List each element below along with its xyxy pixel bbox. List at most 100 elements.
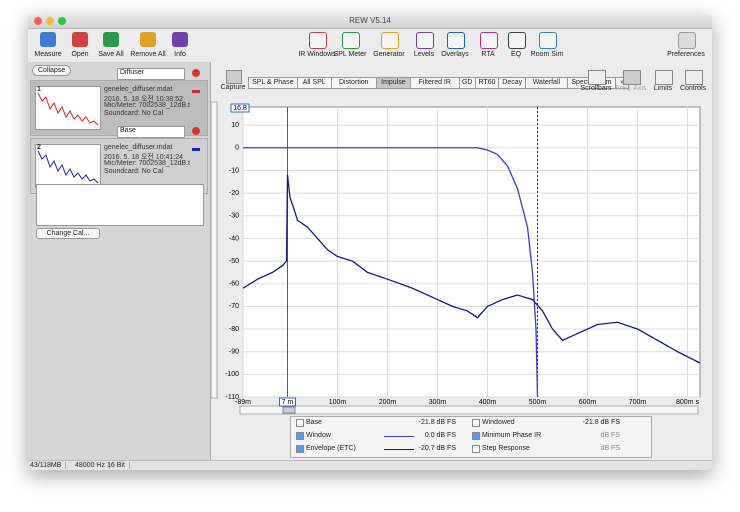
measurement-color: [192, 148, 200, 151]
top-readout: 16.8: [233, 105, 247, 112]
status-item: 16 Bit: [107, 462, 130, 469]
measurement-thumbnail: [35, 144, 101, 188]
x-tick-label: 200m: [379, 399, 397, 406]
measurement-info: Mic/Meter: 7002538_12dB.t: [104, 102, 190, 109]
capture-icon[interactable]: [226, 70, 242, 84]
change-cal-button[interactable]: Change Cal...: [36, 228, 100, 239]
toolbar-button[interactable]: Overlays: [441, 51, 469, 58]
measurement-index: 1: [37, 86, 41, 93]
toolbar-button[interactable]: Room Sim: [530, 51, 564, 58]
h-scrollbar: [239, 405, 699, 415]
legend-checkbox[interactable]: [296, 419, 304, 427]
control-button[interactable]: Freq. Axis: [615, 85, 647, 92]
toolbar-icon[interactable]: [381, 32, 399, 49]
toolbar-icon[interactable]: [172, 32, 188, 47]
legend-label[interactable]: Envelope (ETC): [306, 445, 356, 452]
legend-label[interactable]: Window: [306, 432, 331, 439]
legend-value: -21.8 dB FS: [582, 419, 620, 426]
minimize-button[interactable]: [46, 17, 54, 25]
toolbar-button[interactable]: Generator: [373, 51, 405, 58]
legend-checkbox[interactable]: [296, 445, 304, 453]
status-bar: [28, 460, 712, 470]
legend-label[interactable]: Minimum Phase IR: [482, 432, 542, 439]
toolbar-icon[interactable]: [678, 32, 696, 49]
y-tick-label: 0: [235, 145, 239, 152]
control-icon[interactable]: [588, 70, 606, 85]
toolbar-icon[interactable]: [447, 32, 465, 49]
window-title: REW V5.14: [349, 16, 391, 25]
toolbar-icon[interactable]: [309, 32, 327, 49]
legend-checkbox[interactable]: [472, 445, 480, 453]
control-icon[interactable]: [685, 70, 703, 85]
toolbar-icon[interactable]: [140, 32, 156, 47]
toolbar-icon[interactable]: [480, 32, 498, 49]
legend-checkbox[interactable]: [472, 432, 480, 440]
toolbar-button[interactable]: Preferences: [667, 51, 705, 58]
capture-button[interactable]: Capture: [220, 84, 246, 91]
toolbar-icon[interactable]: [103, 32, 119, 47]
status-item: 43/118MB: [30, 462, 67, 469]
measurement-color: [192, 90, 200, 93]
measurement-name-field[interactable]: Diffuser: [117, 68, 185, 80]
h-scroll-thumb: [282, 406, 296, 414]
legend-box: [290, 416, 652, 458]
legend-value: -20.7 dB FS: [418, 445, 456, 452]
toolbar-icon[interactable]: [508, 32, 526, 49]
toolbar-icon[interactable]: [539, 32, 557, 49]
measurement-thumbnail: [35, 86, 101, 130]
status-item: 48000 Hz: [75, 462, 110, 469]
cursor-label: 7 m: [282, 399, 294, 406]
control-button[interactable]: Controls: [679, 85, 707, 92]
toolbar-button[interactable]: Save All: [98, 51, 124, 58]
toolbar-button[interactable]: SPL Meter: [333, 51, 367, 58]
y-tick-label: -100: [225, 371, 239, 378]
y-tick-label: -10: [229, 167, 239, 174]
toolbar-icon[interactable]: [40, 32, 56, 47]
control-icon[interactable]: [655, 70, 673, 85]
toolbar-button[interactable]: Open: [71, 51, 89, 58]
measurement-info: 2016. 5. 18 오전 10:38:52: [104, 96, 184, 103]
toolbar-button[interactable]: RTA: [481, 51, 495, 58]
measurement-name-field[interactable]: Base: [117, 126, 185, 138]
measurement-info: genelec_diffuser.mdat: [104, 144, 173, 151]
measurement-info: 2016. 5. 18 오전 10:41:24: [104, 154, 184, 161]
y-tick-label: -70: [229, 303, 239, 310]
measurement-info: Soundcard: No Cal: [104, 168, 164, 175]
x-tick-label: 800m s: [676, 399, 699, 406]
legend-label[interactable]: Base: [306, 419, 322, 426]
legend-swatch: [384, 449, 414, 450]
toolbar-icon[interactable]: [342, 32, 360, 49]
measurement-info: Mic/Meter: 7002538_12dB.t: [104, 160, 190, 167]
measurement-info: Soundcard: No Cal: [104, 110, 164, 117]
x-tick-label: 500m: [529, 399, 547, 406]
control-icon[interactable]: [623, 70, 641, 85]
legend-checkbox[interactable]: [472, 419, 480, 427]
y-tick-label: -90: [229, 349, 239, 356]
readout-box: [230, 103, 250, 113]
toolbar-button[interactable]: IR Windows: [298, 51, 336, 58]
x-tick-label: 100m: [329, 399, 347, 406]
toolbar-button[interactable]: Measure: [34, 51, 62, 58]
toolbar-button[interactable]: Info: [174, 51, 186, 58]
legend-value: dB FS: [600, 432, 620, 439]
y-tick-label: -60: [229, 281, 239, 288]
toolbar-button[interactable]: Levels: [413, 51, 435, 58]
control-button[interactable]: Limits: [653, 85, 673, 92]
remove-button[interactable]: [192, 69, 200, 77]
toolbar-icon[interactable]: [416, 32, 434, 49]
control-button[interactable]: Scrollbars: [580, 85, 612, 92]
legend-label[interactable]: Step Response: [482, 445, 530, 452]
legend-checkbox[interactable]: [296, 432, 304, 440]
toolbar-icon[interactable]: [72, 32, 88, 47]
legend-value: dB FS: [600, 445, 620, 452]
plot-area: [242, 106, 701, 398]
close-button[interactable]: [34, 17, 42, 25]
zoom-button[interactable]: [58, 17, 66, 25]
legend-label[interactable]: Windowed: [482, 419, 515, 426]
toolbar-button[interactable]: Remove All: [130, 51, 166, 58]
collapse-button[interactable]: Collapse: [32, 65, 72, 76]
toolbar-button[interactable]: EQ: [510, 51, 522, 58]
remove-button[interactable]: [192, 127, 200, 135]
